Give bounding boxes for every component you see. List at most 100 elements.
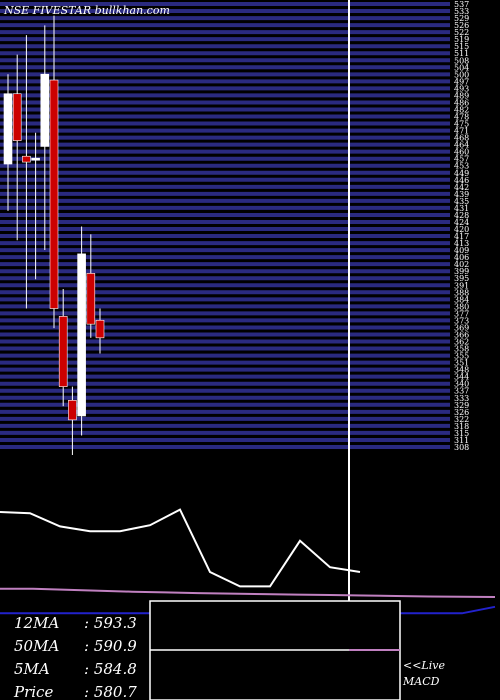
price-tick-label: 388 [454, 288, 469, 297]
price-tick-label: 439 [454, 190, 469, 199]
price-tick-label: 333 [454, 394, 469, 403]
ma-key: 5MA [14, 660, 50, 678]
price-tick-label: 519 [454, 35, 469, 44]
price-tick-label: 497 [454, 77, 469, 86]
ma-key: 12MA [14, 614, 60, 632]
candle-body [49, 79, 59, 309]
price-tick-label: 337 [454, 387, 469, 396]
ma-value: 580.7 [93, 683, 137, 700]
ma-sep: : [84, 614, 90, 632]
price-tick-label: 504 [454, 63, 469, 72]
ma-row-price: Price: 580.7 [14, 681, 137, 700]
price-tick-label: 471 [454, 127, 469, 136]
macd-line [0, 508, 361, 588]
price-tick-label: 537 [454, 0, 469, 9]
price-tick-label: 431 [454, 204, 469, 213]
price-tick-label: 449 [454, 169, 469, 178]
candle-body [68, 400, 77, 421]
price-tick-label: 377 [454, 309, 469, 318]
ma-row-50: 50MA: 590.9 [14, 635, 137, 658]
price-tick-label: 424 [454, 218, 469, 227]
price-tick-label: 348 [454, 366, 469, 375]
chart-watermark: NSE FIVESTAR bullkhan.com [4, 4, 170, 17]
ma-key: Price [14, 683, 54, 700]
ma-row-5: 5MA: 584.8 [14, 658, 137, 681]
price-tick-label: 475 [454, 120, 469, 129]
candle-body [40, 73, 50, 147]
moving-average-legend: 12MA: 593.3 50MA: 590.9 5MA: 584.8 Price… [14, 612, 137, 700]
candle-body [58, 316, 68, 387]
candle-body [77, 253, 86, 417]
ma-value: 590.9 [93, 637, 137, 655]
price-tick-label: 399 [454, 267, 469, 276]
price-tick-label: 358 [454, 345, 469, 354]
price-tick-label: 351 [454, 359, 469, 368]
ma-sep: : [84, 683, 90, 700]
price-tick-label: 457 [454, 155, 469, 164]
price-tick-label: 326 [454, 408, 469, 417]
price-tick-label: 369 [454, 323, 469, 332]
price-tick-label: 442 [454, 183, 469, 192]
price-tick-label: 373 [454, 316, 469, 325]
price-tick-label: 533 [454, 7, 469, 16]
price-tick-label: 308 [454, 443, 469, 452]
ma-sep: : [84, 637, 90, 655]
price-tick-label: 315 [454, 429, 469, 438]
price-tick-label: 486 [454, 98, 469, 107]
price-tick-label: 391 [454, 281, 469, 290]
price-tick-label: 318 [454, 422, 469, 431]
price-tick-label: 311 [454, 436, 469, 445]
macd-label: MACD [403, 675, 440, 688]
ma-sep: : [84, 660, 90, 678]
price-tick-label: 453 [454, 162, 469, 171]
live-panel: <<Live MACD [403, 658, 445, 690]
price-tick-label: 508 [454, 56, 469, 65]
price-tick-label: 522 [454, 28, 469, 37]
price-tick-label: 329 [454, 401, 469, 410]
price-tick-label: 417 [454, 232, 469, 241]
price-tick-label: 366 [454, 330, 469, 339]
ma-value: 593.3 [93, 614, 137, 632]
price-tick-label: 500 [454, 70, 469, 79]
price-tick-label: 493 [454, 84, 469, 93]
candle-body [12, 93, 22, 141]
price-tick-label: 355 [454, 352, 469, 361]
price-tick-label: 460 [454, 148, 469, 157]
candle-body [22, 155, 31, 163]
price-tick-label: 511 [454, 49, 469, 58]
signal-line [0, 587, 496, 598]
price-tick-label: 435 [454, 197, 469, 206]
price-tick-label: 428 [454, 211, 469, 220]
price-tick-label: 529 [454, 14, 469, 23]
price-tick-label: 464 [454, 141, 469, 150]
price-tick-label: 413 [454, 239, 469, 248]
candle-body [95, 319, 105, 339]
price-tick-label: 384 [454, 295, 469, 304]
ma-row-12: 12MA: 593.3 [14, 612, 137, 635]
ma-key: 50MA [14, 637, 60, 655]
price-tick-label: 468 [454, 134, 469, 143]
price-tick-label: 409 [454, 246, 469, 255]
price-tick-label: 402 [454, 260, 469, 269]
price-tick-label: 344 [454, 373, 469, 382]
price-tick-label: 515 [454, 42, 469, 51]
price-tick-label: 362 [454, 338, 469, 347]
price-tick-label: 482 [454, 105, 469, 114]
price-tick-label: 526 [454, 21, 469, 30]
price-tick-label: 406 [454, 253, 469, 262]
candle-body [86, 273, 96, 325]
price-tick-label: 478 [454, 113, 469, 122]
price-tick-label: 489 [454, 91, 469, 100]
price-tick-label: 446 [454, 176, 469, 185]
price-tick-label: 322 [454, 415, 469, 424]
live-link[interactable]: <<Live [403, 659, 445, 672]
candle-body [3, 93, 13, 165]
price-tick-label: 340 [454, 380, 469, 389]
ma-value: 584.8 [93, 660, 137, 678]
candle-body [31, 157, 40, 161]
price-tick-label: 420 [454, 225, 469, 234]
price-tick-label: 380 [454, 302, 469, 311]
price-tick-label: 395 [454, 274, 469, 283]
